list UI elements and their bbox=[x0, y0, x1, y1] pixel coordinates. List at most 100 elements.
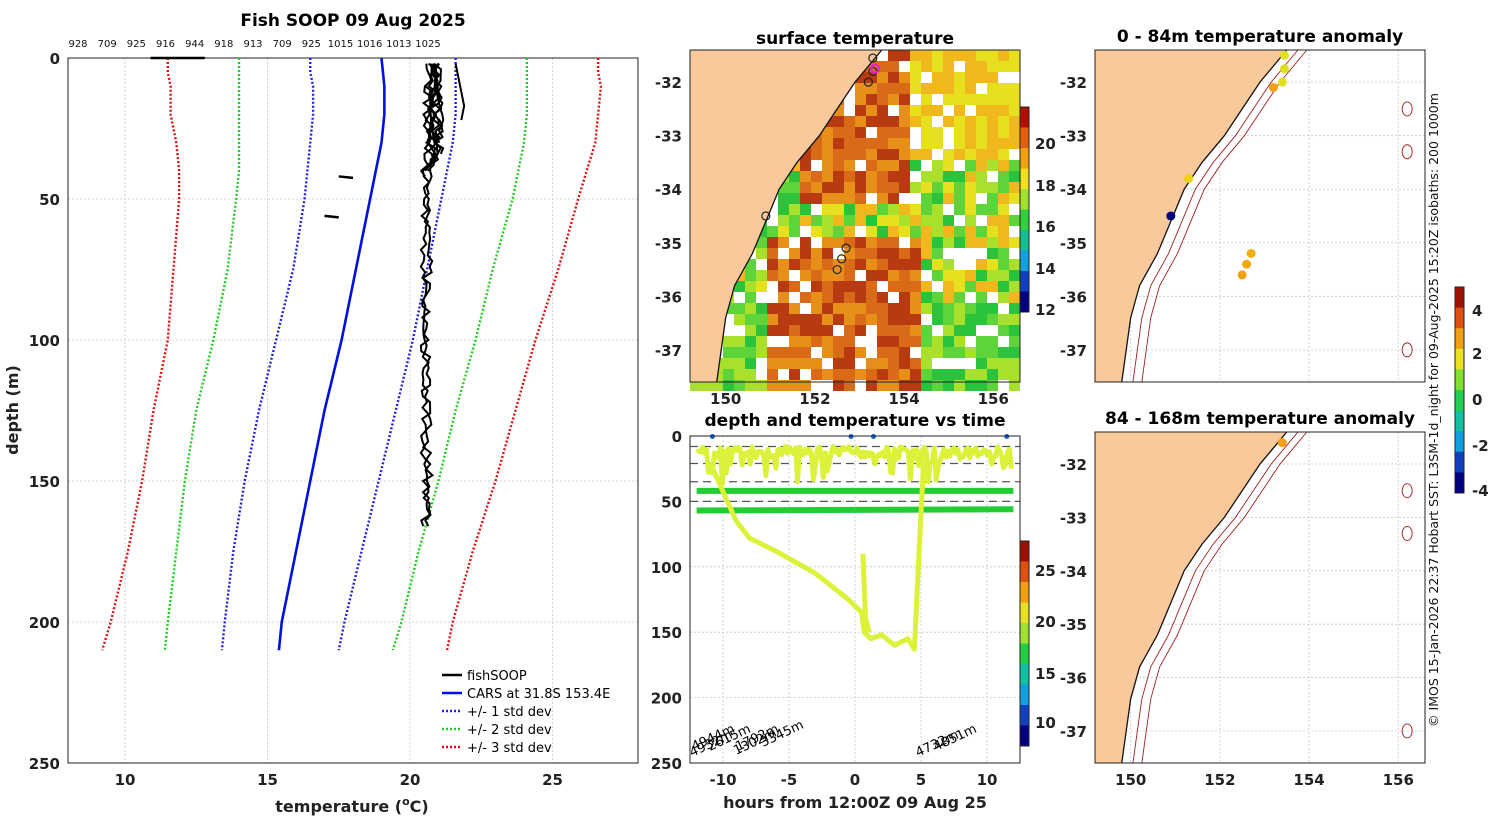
sst-cell bbox=[833, 204, 844, 215]
sst-cell bbox=[877, 182, 888, 193]
sst-cell bbox=[921, 226, 932, 237]
sst-cell bbox=[811, 226, 822, 237]
sst-cell bbox=[943, 204, 954, 215]
sst-cell bbox=[976, 72, 987, 83]
sst-cell bbox=[976, 303, 987, 314]
sst-cell bbox=[910, 336, 921, 347]
sst-colorbar-band bbox=[1020, 209, 1029, 231]
sst-cell bbox=[987, 160, 998, 171]
time-colorbar-tick: 25 bbox=[1035, 562, 1056, 580]
sst-cell bbox=[943, 292, 954, 303]
bottom-depth-label: 3345m bbox=[758, 718, 806, 751]
sst-cell bbox=[899, 237, 910, 248]
sst-cell bbox=[987, 94, 998, 105]
anomaly-colorbar-band bbox=[1455, 431, 1464, 453]
sst-cell bbox=[888, 138, 899, 149]
sst-cell bbox=[910, 50, 921, 61]
sst-cell bbox=[943, 215, 954, 226]
sst-cell bbox=[888, 358, 899, 369]
sst-cell bbox=[723, 380, 734, 391]
sst-cell bbox=[965, 226, 976, 237]
sst-cell bbox=[811, 347, 822, 358]
sst-cell bbox=[899, 226, 910, 237]
lat-tick-label: -32 bbox=[1060, 456, 1087, 474]
sst-cell bbox=[932, 314, 943, 325]
sst-cell bbox=[855, 182, 866, 193]
isobath-1000m bbox=[1141, 49, 1308, 383]
sst-cell bbox=[778, 204, 789, 215]
sst-cell bbox=[954, 171, 965, 182]
sst-cell bbox=[866, 160, 877, 171]
sst-cell bbox=[998, 215, 1009, 226]
sst-cell bbox=[822, 248, 833, 259]
time-colorbar-band bbox=[1020, 725, 1029, 747]
sst-cell bbox=[877, 105, 888, 116]
sst-cell bbox=[789, 292, 800, 303]
sst-cell bbox=[976, 270, 987, 281]
anomaly-colorbar-frame bbox=[1454, 286, 1465, 494]
sst-cell bbox=[811, 215, 822, 226]
sst-cell bbox=[866, 171, 877, 182]
sst-cell bbox=[976, 204, 987, 215]
sst-cell bbox=[888, 61, 899, 72]
sst-cell bbox=[987, 292, 998, 303]
sst-cell bbox=[943, 336, 954, 347]
lon-tick-label: 150 bbox=[710, 390, 741, 408]
sst-cell bbox=[778, 358, 789, 369]
sst-cell bbox=[976, 160, 987, 171]
sst-cell bbox=[811, 281, 822, 292]
lon-tick-label: 154 bbox=[888, 390, 919, 408]
sst-cell bbox=[877, 292, 888, 303]
lat-tick-label: -33 bbox=[1060, 128, 1087, 146]
sst-cell bbox=[888, 193, 899, 204]
sst-cell bbox=[833, 248, 844, 259]
sst-cell bbox=[954, 182, 965, 193]
time-tick-label: 0 bbox=[850, 771, 860, 789]
sst-cell bbox=[987, 127, 998, 138]
sst-cell bbox=[888, 347, 899, 358]
anomaly-colorbar-tick: 0 bbox=[1472, 391, 1482, 409]
sst-cell bbox=[855, 94, 866, 105]
sst-cell bbox=[943, 248, 954, 259]
sst-cell bbox=[833, 160, 844, 171]
sst-cell bbox=[976, 281, 987, 292]
sst-cell bbox=[844, 193, 855, 204]
sst-cell bbox=[976, 336, 987, 347]
sst-cell bbox=[899, 369, 910, 380]
sst-cell bbox=[965, 380, 976, 391]
sst-cell bbox=[855, 314, 866, 325]
sst-cell bbox=[723, 358, 734, 369]
sst-cell bbox=[976, 171, 987, 182]
sst-cell bbox=[822, 325, 833, 336]
sst-cell bbox=[910, 105, 921, 116]
sst-cell bbox=[987, 138, 998, 149]
sst-cell bbox=[910, 281, 921, 292]
time-depth-tick: 100 bbox=[651, 559, 682, 577]
sst-cell bbox=[800, 215, 811, 226]
sst-cell bbox=[965, 149, 976, 160]
sst-cell bbox=[866, 369, 877, 380]
sst-cell bbox=[910, 171, 921, 182]
profile-line--3-std-dev bbox=[101, 58, 181, 651]
sst-cell bbox=[965, 314, 976, 325]
sst-cell bbox=[998, 160, 1009, 171]
lat-tick-label: -36 bbox=[1060, 670, 1087, 688]
sst-cell bbox=[998, 237, 1009, 248]
sst-cell bbox=[756, 281, 767, 292]
sst-cell bbox=[844, 347, 855, 358]
sst-cell bbox=[943, 380, 954, 391]
sst-cell bbox=[877, 358, 888, 369]
sst-cell bbox=[844, 325, 855, 336]
sst-cell bbox=[734, 325, 745, 336]
sst-cell bbox=[932, 138, 943, 149]
sst-cell bbox=[811, 259, 822, 270]
sst-cell bbox=[866, 259, 877, 270]
sst-cell bbox=[855, 259, 866, 270]
sst-cell bbox=[965, 215, 976, 226]
sst-cell bbox=[888, 336, 899, 347]
sst-cell bbox=[800, 160, 811, 171]
sst-cell bbox=[866, 248, 877, 259]
sst-cell bbox=[789, 215, 800, 226]
sst-cell bbox=[833, 138, 844, 149]
sst-cell bbox=[789, 358, 800, 369]
